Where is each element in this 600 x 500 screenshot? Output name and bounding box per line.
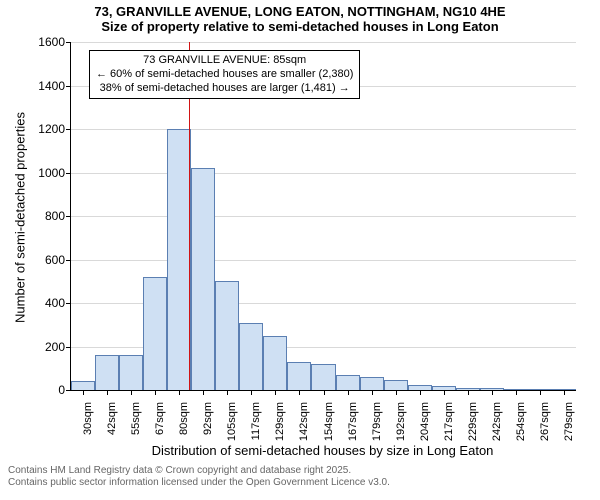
x-tick-mark	[348, 390, 349, 395]
y-tick-label: 200	[45, 340, 65, 354]
x-tick-label: 167sqm	[347, 402, 359, 441]
x-tick-label: 117sqm	[250, 402, 262, 440]
y-tick-label: 600	[45, 253, 65, 267]
y-tick-label: 1000	[38, 166, 65, 180]
x-tick-label: 217sqm	[443, 402, 455, 441]
x-tick-mark	[420, 390, 421, 395]
y-tick-label: 0	[58, 383, 65, 397]
x-tick-label: 229sqm	[467, 402, 479, 441]
histogram-bar	[239, 323, 263, 390]
y-tick-mark	[66, 303, 71, 304]
histogram-bar	[143, 277, 167, 390]
footer-line-1: Contains HM Land Registry data © Crown c…	[8, 465, 592, 477]
y-tick-mark	[66, 42, 71, 43]
x-tick-mark	[251, 390, 252, 395]
x-tick-label: 67sqm	[154, 402, 166, 435]
annotation-line: ← 60% of semi-detached houses are smalle…	[96, 68, 353, 82]
gridline	[71, 42, 576, 43]
x-tick-mark	[516, 390, 517, 395]
plot-area: 0200400600800100012001400160030sqm42sqm5…	[70, 42, 576, 391]
y-tick-mark	[66, 173, 71, 174]
annotation-box: 73 GRANVILLE AVENUE: 85sqm← 60% of semi-…	[89, 50, 360, 99]
x-tick-label: 80sqm	[178, 402, 190, 435]
x-tick-mark	[275, 390, 276, 395]
y-tick-mark	[66, 129, 71, 130]
histogram-bar	[360, 377, 384, 390]
histogram-bar	[263, 336, 287, 390]
y-tick-mark	[66, 216, 71, 217]
histogram-bar	[95, 355, 119, 390]
y-axis-title: Number of semi-detached properties	[13, 98, 28, 338]
annotation-line: 73 GRANVILLE AVENUE: 85sqm	[96, 54, 353, 68]
annotation-line: 38% of semi-detached houses are larger (…	[96, 82, 353, 96]
gridline	[71, 260, 576, 261]
x-tick-label: 154sqm	[323, 402, 335, 441]
x-tick-mark	[227, 390, 228, 395]
x-tick-mark	[564, 390, 565, 395]
histogram-bar	[384, 380, 408, 390]
histogram-bar	[215, 281, 239, 390]
x-tick-mark	[396, 390, 397, 395]
x-tick-mark	[444, 390, 445, 395]
chart-title: 73, GRANVILLE AVENUE, LONG EATON, NOTTIN…	[0, 4, 600, 19]
x-tick-mark	[540, 390, 541, 395]
x-tick-mark	[324, 390, 325, 395]
x-axis-title: Distribution of semi-detached houses by …	[70, 443, 575, 458]
x-tick-mark	[203, 390, 204, 395]
x-tick-label: 242sqm	[491, 402, 503, 441]
y-tick-label: 800	[45, 209, 65, 223]
gridline	[71, 173, 576, 174]
chart-subtitle: Size of property relative to semi-detach…	[0, 19, 600, 34]
y-tick-label: 400	[45, 296, 65, 310]
x-tick-label: 129sqm	[274, 402, 286, 441]
x-tick-label: 42sqm	[106, 402, 118, 435]
x-tick-mark	[131, 390, 132, 395]
x-tick-label: 92sqm	[202, 402, 214, 435]
x-tick-label: 279sqm	[563, 402, 575, 441]
y-tick-mark	[66, 86, 71, 87]
histogram-bar	[191, 168, 215, 390]
gridline	[71, 129, 576, 130]
x-tick-mark	[372, 390, 373, 395]
x-tick-label: 254sqm	[515, 402, 527, 441]
footer-line-2: Contains public sector information licen…	[8, 477, 592, 489]
chart-titles: 73, GRANVILLE AVENUE, LONG EATON, NOTTIN…	[0, 0, 600, 34]
x-tick-label: 204sqm	[419, 402, 431, 441]
x-tick-mark	[107, 390, 108, 395]
chart-footer: Contains HM Land Registry data © Crown c…	[8, 465, 592, 489]
x-tick-mark	[468, 390, 469, 395]
histogram-bar	[311, 364, 335, 390]
x-tick-mark	[299, 390, 300, 395]
gridline	[71, 216, 576, 217]
y-tick-mark	[66, 390, 71, 391]
x-tick-label: 55sqm	[130, 402, 142, 435]
y-tick-label: 1400	[38, 79, 65, 93]
y-tick-label: 1200	[38, 122, 65, 136]
y-tick-mark	[66, 347, 71, 348]
x-tick-mark	[492, 390, 493, 395]
x-tick-label: 267sqm	[539, 402, 551, 441]
x-tick-mark	[179, 390, 180, 395]
x-tick-label: 192sqm	[395, 402, 407, 441]
x-tick-label: 142sqm	[298, 402, 310, 441]
histogram-bar	[336, 375, 360, 390]
x-tick-label: 179sqm	[371, 402, 383, 441]
x-tick-label: 105sqm	[226, 402, 238, 441]
histogram-bar	[71, 381, 95, 390]
x-tick-mark	[83, 390, 84, 395]
histogram-bar	[287, 362, 311, 390]
y-tick-mark	[66, 260, 71, 261]
histogram-bar	[167, 129, 191, 390]
x-tick-label: 30sqm	[82, 402, 94, 435]
property-size-chart: 73, GRANVILLE AVENUE, LONG EATON, NOTTIN…	[0, 0, 600, 500]
histogram-bar	[119, 355, 143, 390]
y-tick-label: 1600	[38, 35, 65, 49]
x-tick-mark	[155, 390, 156, 395]
